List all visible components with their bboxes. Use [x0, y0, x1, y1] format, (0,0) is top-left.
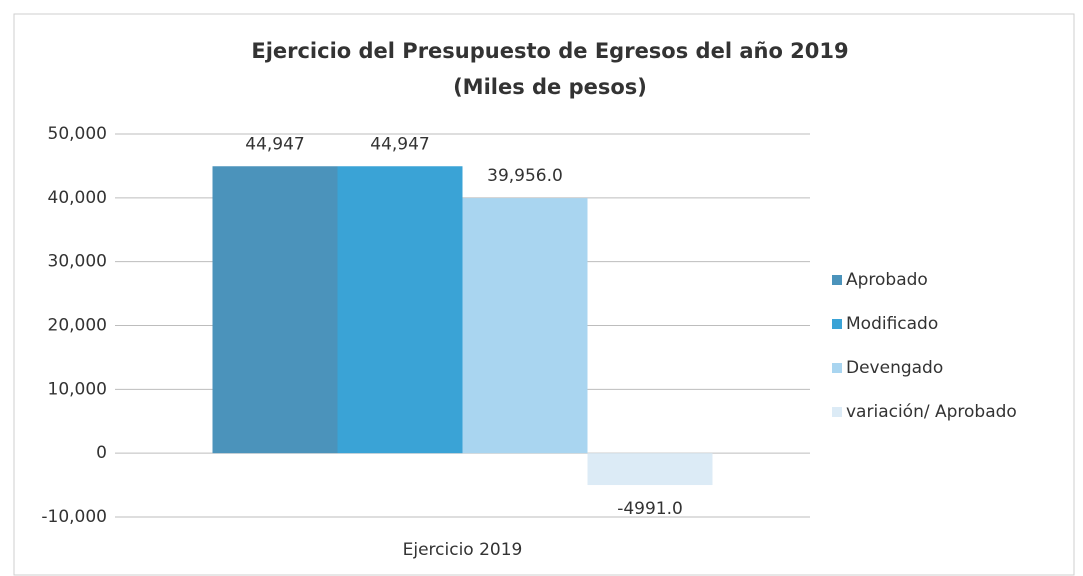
- bar: [212, 166, 338, 454]
- chart-title: Ejercicio del Presupuesto de Egresos del…: [251, 39, 848, 63]
- legend-label: Devengado: [846, 358, 943, 378]
- legend-swatch: [832, 407, 842, 417]
- value-label: 44,947: [245, 134, 304, 154]
- y-tick-label: 10,000: [48, 379, 107, 399]
- bar: [462, 198, 588, 454]
- legend-label: Modificado: [846, 314, 938, 334]
- y-tick-label: 20,000: [48, 316, 107, 336]
- legend-swatch: [832, 363, 842, 373]
- legend-swatch: [832, 275, 842, 285]
- y-tick-label: 0: [96, 443, 107, 463]
- chart-subtitle: (Miles de pesos): [453, 75, 647, 99]
- legend-label: variación/ Aprobado: [846, 402, 1017, 422]
- y-tick-label: 40,000: [48, 188, 107, 208]
- legend-swatch: [832, 319, 842, 329]
- value-label: 39,956.0: [487, 166, 563, 186]
- y-tick-label: 30,000: [48, 252, 107, 272]
- y-tick-label: -10,000: [41, 507, 107, 527]
- value-label: 44,947: [370, 134, 429, 154]
- bar: [337, 166, 463, 454]
- legend-label: Aprobado: [846, 270, 928, 290]
- value-label: -4991.0: [617, 499, 683, 519]
- y-tick-label: 50,000: [48, 124, 107, 144]
- bar: [587, 453, 713, 486]
- x-tick-label: Ejercicio 2019: [403, 540, 523, 560]
